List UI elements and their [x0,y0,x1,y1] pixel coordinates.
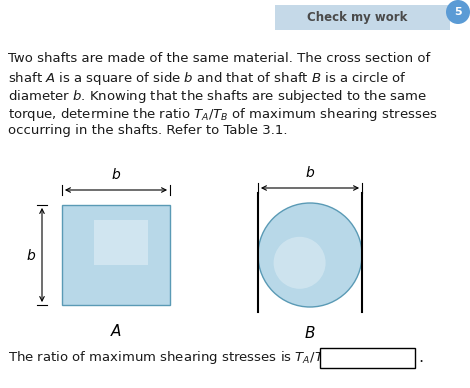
Bar [320,348,415,368]
Text: occurring in the shafts. Refer to Table 3.1.: occurring in the shafts. Refer to Table … [8,124,288,137]
Text: torque, determine the ratio $T_A$/$T_B$ of maximum shearing stresses: torque, determine the ratio $T_A$/$T_B$ … [8,106,438,123]
Text: The ratio of maximum shearing stresses is $T_A$/$T_B$ =: The ratio of maximum shearing stresses i… [8,350,345,367]
Bar [94,220,149,265]
Text: $b$: $b$ [305,165,315,180]
Text: shaft $\mathit{A}$ is a square of side $\mathit{b}$ and that of shaft $\mathit{B: shaft $\mathit{A}$ is a square of side $… [8,70,407,87]
Circle shape [446,0,470,24]
Circle shape [274,237,326,289]
Text: 5: 5 [454,7,462,17]
Text: $b$: $b$ [26,248,36,263]
Circle shape [258,203,362,307]
Text: diameter $\mathit{b}$. Knowing that the shafts are subjected to the same: diameter $\mathit{b}$. Knowing that the … [8,88,427,105]
Bar [62,205,170,305]
Text: $b$: $b$ [111,167,121,182]
Text: $B$: $B$ [304,325,316,341]
Bar [275,5,450,30]
Text: Two shafts are made of the same material. The cross section of: Two shafts are made of the same material… [8,52,430,65]
Text: Check my work: Check my work [307,11,407,24]
Text: .: . [418,350,423,365]
Text: $A$: $A$ [110,323,122,339]
